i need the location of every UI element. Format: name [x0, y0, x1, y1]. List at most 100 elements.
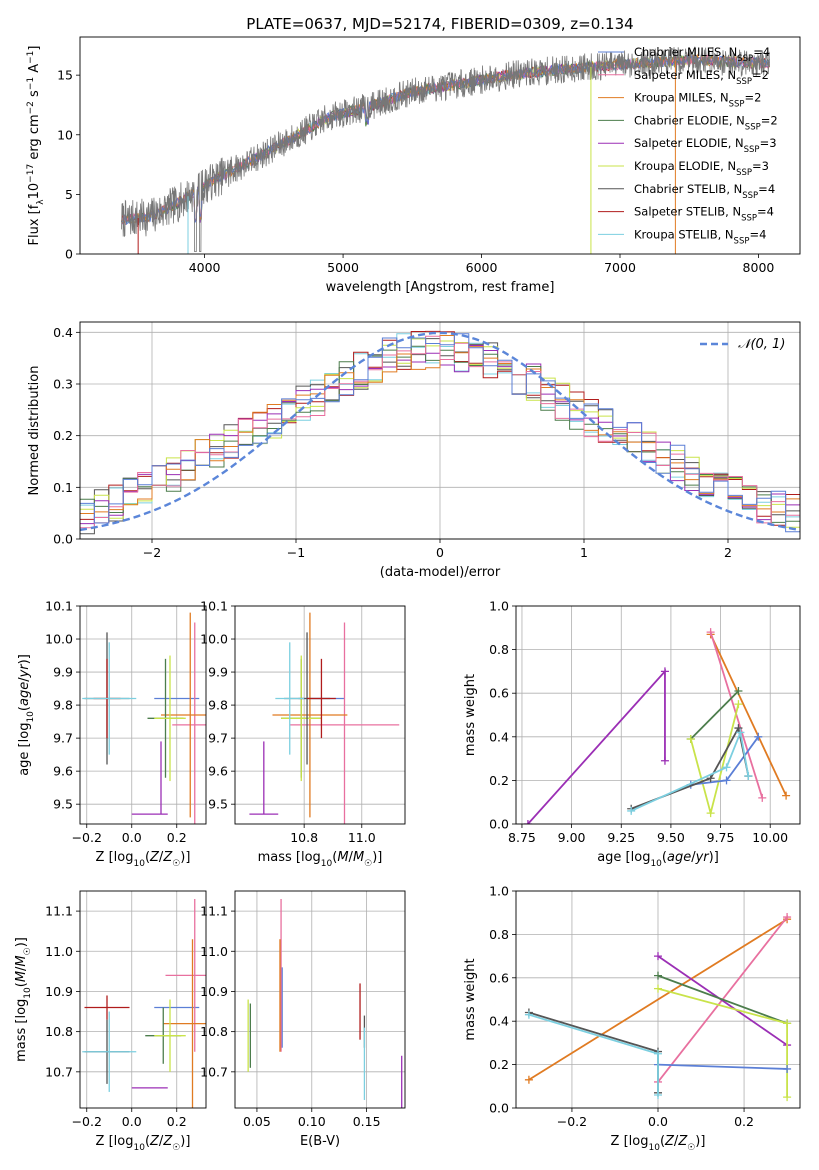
series-path: [657, 974, 788, 1025]
subscript: SSP: [729, 100, 745, 110]
x-tick-label: 0: [436, 545, 444, 560]
y-tick-label: 11.1: [45, 904, 73, 919]
x-tick-label: 4000: [189, 260, 221, 275]
x-tick-label: 9.50: [657, 830, 685, 845]
x-tick-label: −0.2: [557, 1114, 587, 1129]
math: Z: [677, 1134, 688, 1149]
plot-area-weight-vs-Z: [524, 913, 792, 1102]
plus-marker: [524, 1010, 533, 1019]
subscript: 10: [650, 859, 662, 869]
x-tick-label: 8.75: [508, 830, 536, 845]
y-tick-label: 9.8: [53, 698, 73, 713]
math: )]: [709, 850, 719, 865]
x-tick-label: 9.00: [558, 830, 586, 845]
math: yr: [695, 850, 711, 865]
x-axis-label: wavelength [Angstrom, rest frame]: [326, 280, 555, 295]
plot-area-mass-vs-Z: [82, 899, 206, 1108]
plus-marker: [783, 1019, 792, 1028]
legend-entry: Kroupa STELIB, NSSP=4: [598, 227, 766, 246]
math: 10: [27, 183, 42, 200]
x-tick-label: 6000: [466, 260, 498, 275]
y-tick-label: 11.0: [45, 944, 73, 959]
x-tick-label: 0.0: [122, 830, 142, 845]
legend-nssp: 3: [769, 136, 776, 150]
series-path: [657, 1063, 788, 1070]
panel-weight-vs-age: 8.75 9.00 9.25 9.50 9.75 10.00 0.0 0.2 0.4 0.6 0.8…: [463, 599, 801, 869]
data-point: [161, 612, 206, 818]
panel-weight-vs-Z: −0.2 0.0 0.2 0.0 0.2 0.4 0.6 0.8 1.0 Z [log10(Z/Z…: [463, 884, 801, 1153]
y-tick-label: 0.8: [489, 927, 509, 942]
superscript: −2: [26, 101, 36, 114]
x-tick-label: 10.00: [752, 830, 788, 845]
legend-text: =: [761, 113, 771, 127]
y-tick-label: 0.0: [489, 1101, 509, 1116]
series-path: [528, 1011, 659, 1093]
x-tick-label: 11.0: [348, 830, 376, 845]
math: )]: [372, 850, 382, 865]
plus-marker: [734, 724, 743, 733]
y-axis-label: Flux [fλ10−17 erg cm−2 s−1 A−1]: [26, 46, 46, 246]
y-tick-label: 0.1: [53, 480, 73, 495]
x-tick-label: 0.2: [734, 1114, 754, 1129]
data-point: [154, 655, 186, 782]
math: Z: [664, 1134, 675, 1149]
x-tick-label: −1: [287, 545, 305, 560]
y-axis-label: age [log10(age/yr)]: [17, 654, 36, 776]
y-tick-label: 10.8: [200, 1024, 228, 1039]
legend-nssp: 4: [768, 182, 775, 196]
y-tick-label: 9.9: [53, 665, 73, 680]
plus-marker: [660, 667, 669, 676]
y-tick-label: 0.0: [53, 532, 73, 547]
math: (: [662, 850, 667, 865]
series-line: [523, 667, 669, 824]
legend-nssp: 2: [762, 68, 769, 82]
plus-marker: [722, 763, 731, 772]
x-tick-label: 0.15: [353, 1114, 381, 1129]
legend-label: Salpeter ELODIE, NSSP=3: [634, 136, 777, 155]
x-axis-label: mass [log10(M/M☉)]: [258, 850, 383, 869]
legend-label: Salpeter STELIB, NSSP=4: [634, 205, 774, 224]
plus-marker: [686, 734, 695, 743]
axes-frame: [79, 605, 207, 825]
data-point: [281, 655, 322, 782]
gaussian-curve: [80, 331, 800, 532]
math: s: [27, 90, 42, 101]
legend-text: , N: [720, 159, 736, 173]
y-tick-label: 9.7: [208, 731, 228, 746]
plus-marker: [783, 1093, 792, 1102]
x-tick-label: 0.10: [298, 1114, 326, 1129]
y-tick-label: 10.8: [45, 1024, 73, 1039]
subscript: 10: [321, 859, 333, 869]
series-line: [686, 732, 763, 789]
y-axis-label: mass weight: [463, 674, 478, 756]
axes-frame: [234, 890, 406, 1109]
legend-text: , N: [721, 45, 737, 59]
plot-area-age-vs-mass: [249, 612, 400, 824]
x-tick-label: −0.2: [72, 1114, 102, 1129]
plus-marker: [654, 1090, 662, 1099]
subscript: 10: [23, 987, 33, 999]
math: )]: [695, 1134, 705, 1149]
legend-nssp: 2: [754, 91, 761, 105]
legend: 𝒩(0, 1): [700, 337, 785, 352]
y-tick-label: 9.6: [208, 764, 228, 779]
subscript: 10: [26, 711, 36, 723]
legend-nssp: 3: [762, 159, 769, 173]
math: /: [159, 1134, 164, 1149]
plus-marker: [654, 1049, 662, 1058]
superscript: −17: [26, 164, 36, 183]
data-point: [163, 939, 206, 1108]
panel-age-vs-Z: −0.2 0.0 0.2 9.5 9.6 9.7 9.8 9.9 10.0 10.1 Z [log1…: [17, 599, 207, 869]
y-tick-label: 10.7: [200, 1064, 228, 1079]
series-path: [528, 1013, 659, 1095]
math: age: [17, 682, 32, 706]
legend-entry: Chabrier STELIB, NSSP=4: [598, 182, 775, 201]
subscript: 10: [133, 1143, 145, 1153]
math: (: [14, 982, 29, 987]
subscript: SSP: [742, 191, 758, 201]
plus-marker: [706, 628, 715, 637]
legend-label: Kroupa MILES, NSSP=2: [634, 91, 761, 110]
series-path: [657, 955, 788, 1046]
y-tick-label: 10.1: [45, 599, 73, 614]
x-tick-label: 7000: [604, 260, 636, 275]
